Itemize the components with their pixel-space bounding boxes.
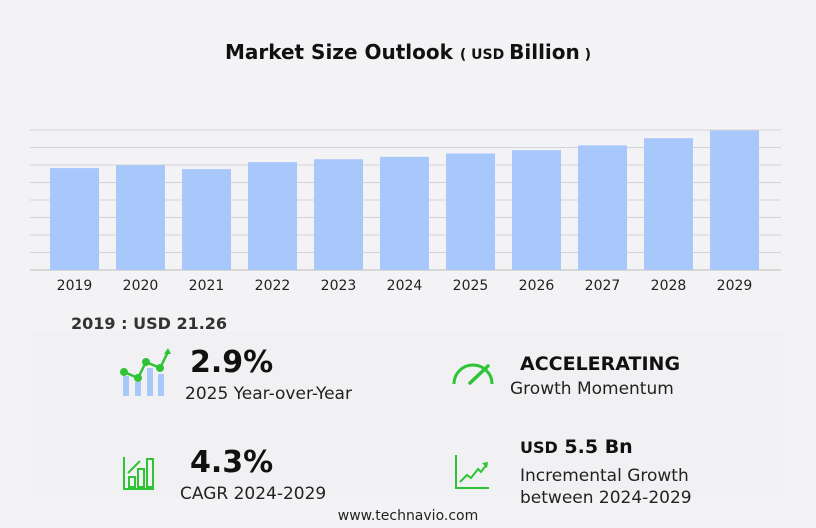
- unit-suffix: Billion: [509, 40, 580, 64]
- x-tick-label: 2019: [57, 278, 93, 294]
- bar-chart: 2019 2020 2021 2022 2023 2024 2025 2026 2027 2028…: [30, 129, 781, 294]
- bar-2025: [446, 153, 495, 270]
- unit-prefix: USD: [471, 47, 505, 63]
- stats-panel: [32, 332, 784, 497]
- momentum-value: ACCELERATING: [520, 353, 681, 375]
- title-text: Market Size Outlook: [224, 40, 453, 64]
- x-tick-label: 2028: [651, 278, 687, 294]
- footer-url: www.technavio.com: [337, 508, 479, 524]
- incr-unit: USD: [520, 438, 558, 457]
- x-tick-label: 2029: [717, 278, 753, 294]
- momentum-label: Growth Momentum: [510, 379, 674, 399]
- chart-title: Market Size Outlook ( USD Billion ): [0, 40, 816, 64]
- bar-2028: [644, 138, 693, 270]
- incr-value: 5.5 Bn: [564, 436, 633, 458]
- x-tick-label: 2024: [387, 278, 423, 294]
- x-tick-label: 2026: [519, 278, 555, 294]
- yoy-label: 2025 Year-over-Year: [185, 384, 352, 404]
- bar-2029: [710, 130, 759, 270]
- x-tick-label: 2025: [453, 278, 489, 294]
- incr-label-2: between 2024-2029: [520, 488, 692, 508]
- x-tick-label: 2021: [189, 278, 225, 294]
- x-tick-label: 2027: [585, 278, 621, 294]
- x-tick-label: 2022: [255, 278, 291, 294]
- growth-chart-icon: [120, 348, 171, 396]
- title-unit: ( USD Billion ): [459, 40, 592, 64]
- incr-label-1: Incremental Growth: [520, 466, 689, 486]
- cagr-bars-icon: [123, 457, 154, 490]
- bar-2021: [182, 169, 231, 270]
- bar-2022: [248, 162, 297, 270]
- cagr-value: 4.3%: [190, 445, 274, 480]
- yoy-value: 2.9%: [190, 345, 274, 380]
- speedometer-icon: [452, 363, 494, 385]
- bar-2020: [116, 165, 165, 270]
- bar-2023: [314, 159, 363, 270]
- cagr-label: CAGR 2024-2029: [180, 484, 327, 504]
- bar-2026: [512, 150, 561, 270]
- x-tick-label: 2020: [123, 278, 159, 294]
- bar-2027: [578, 145, 627, 270]
- bar-2019: [50, 168, 99, 270]
- incremental-growth-icon: [455, 455, 489, 489]
- bar-2024: [380, 156, 429, 270]
- x-tick-label: 2023: [321, 278, 357, 294]
- base-year-value: 2019 : USD 21.26: [71, 314, 228, 333]
